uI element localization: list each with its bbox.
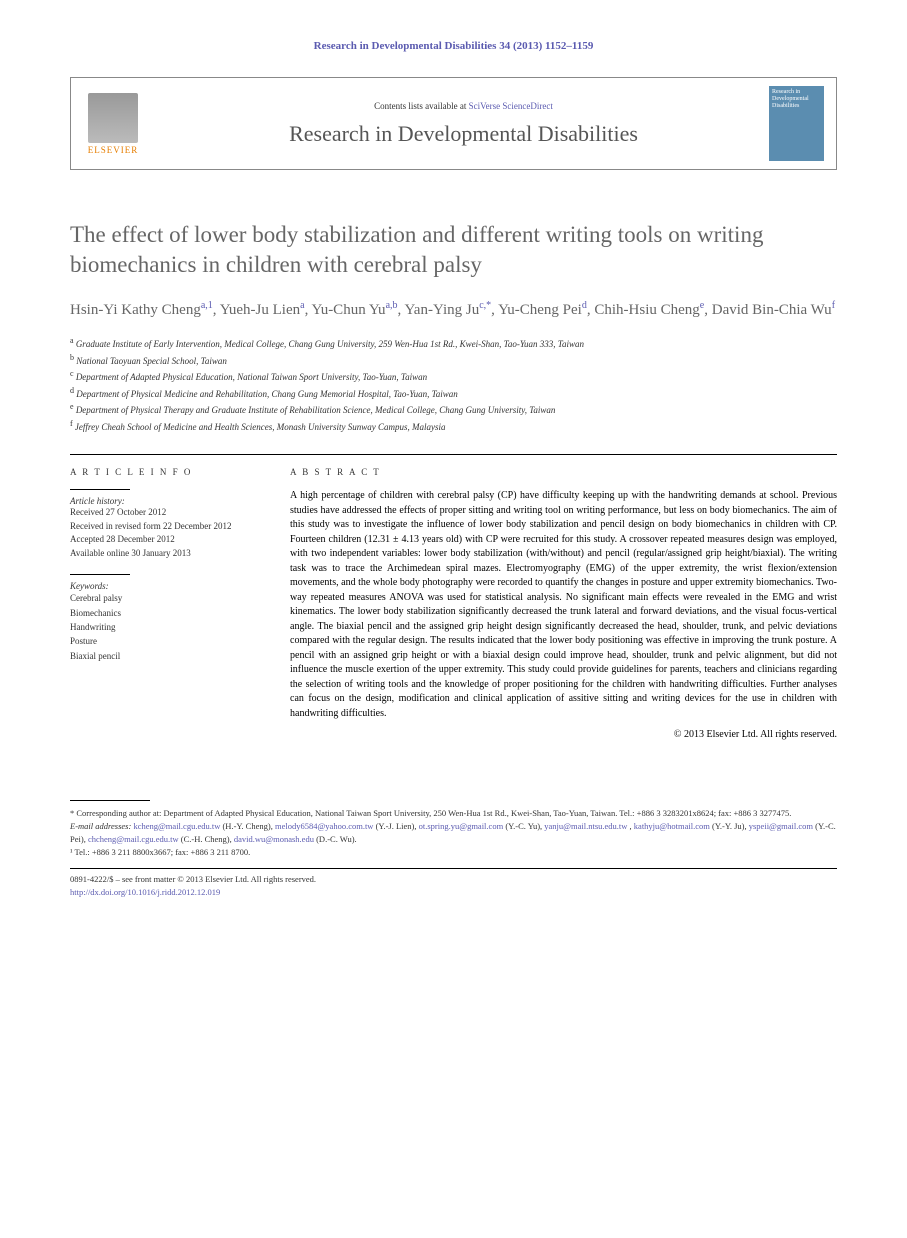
abstract-heading: A B S T R A C T xyxy=(290,467,837,477)
history-label: Article history: xyxy=(70,496,265,506)
bottom-divider xyxy=(70,868,837,869)
elsevier-logo: ELSEVIER xyxy=(83,89,143,159)
copyright-line: © 2013 Elsevier Ltd. All rights reserved… xyxy=(290,729,837,740)
article-info-column: A R T I C L E I N F O Article history: R… xyxy=(70,467,265,740)
footnote-1: ¹ Tel.: +886 3 211 8800x3667; fax: +886 … xyxy=(70,846,837,859)
email-addresses: E-mail addresses: kcheng@mail.cgu.edu.tw… xyxy=(70,820,837,846)
corresponding-author: * Corresponding author at: Department of… xyxy=(70,807,837,820)
banner-center: Contents lists available at SciVerse Sci… xyxy=(158,101,769,147)
journal-name: Research in Developmental Disabilities xyxy=(158,121,769,147)
history-lines: Received 27 October 2012Received in revi… xyxy=(70,506,265,560)
keywords-label: Keywords: xyxy=(70,581,265,591)
issn-copyright: 0891-4222/$ – see front matter © 2013 El… xyxy=(70,873,837,886)
doi-line: http://dx.doi.org/10.1016/j.ridd.2012.12… xyxy=(70,886,837,899)
authors-list: Hsin-Yi Kathy Chenga,1, Yueh-Ju Liena, Y… xyxy=(70,298,837,322)
contents-available: Contents lists available at SciVerse Sci… xyxy=(158,101,769,111)
journal-banner: ELSEVIER Contents lists available at Sci… xyxy=(70,77,837,170)
doi-link[interactable]: http://dx.doi.org/10.1016/j.ridd.2012.12… xyxy=(70,887,220,897)
info-abstract-row: A R T I C L E I N F O Article history: R… xyxy=(70,454,837,740)
sciencedirect-link[interactable]: SciVerse ScienceDirect xyxy=(469,101,553,111)
article-info-heading: A R T I C L E I N F O xyxy=(70,467,265,477)
abstract-column: A B S T R A C T A high percentage of chi… xyxy=(290,467,837,740)
journal-reference: Research in Developmental Disabilities 3… xyxy=(70,40,837,52)
divider xyxy=(70,489,130,490)
elsevier-label: ELSEVIER xyxy=(88,145,139,155)
article-title: The effect of lower body stabilization a… xyxy=(70,220,837,280)
keywords-lines: Cerebral palsyBiomechanicsHandwritingPos… xyxy=(70,591,265,663)
abstract-body: A high percentage of children with cereb… xyxy=(290,489,837,721)
footnote-divider xyxy=(70,800,150,801)
affiliations-list: a Graduate Institute of Early Interventi… xyxy=(70,335,837,434)
contents-prefix: Contents lists available at xyxy=(374,101,468,111)
divider xyxy=(70,574,130,575)
elsevier-tree-icon xyxy=(88,93,138,143)
journal-cover-thumbnail: Research in Developmental Disabilities xyxy=(769,86,824,161)
